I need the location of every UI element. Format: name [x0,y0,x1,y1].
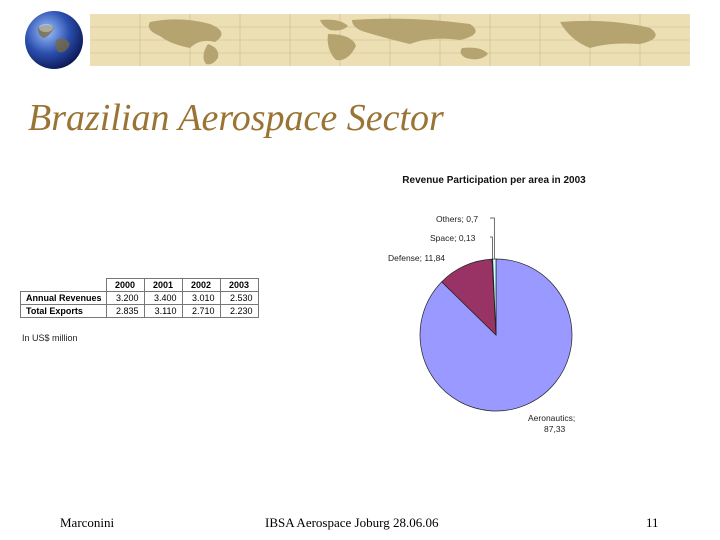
slice-label-others: Others; 0,7 [436,214,478,224]
leader-line-space [490,236,493,260]
table-row: Annual Revenues 3.200 3.400 3.010 2.530 [20,291,259,305]
pie-leader-lines [490,217,495,260]
table-cell: 3.200 [105,291,145,305]
pie-slices [419,258,573,412]
footer-author: Marconini [60,515,115,530]
year-header: 2003 [219,278,259,292]
table-cell: 2.230 [219,304,259,318]
table-row: Total Exports 2.835 3.110 2.710 2.230 [20,304,259,318]
world-map-graphic [90,14,690,66]
table-cell: 3.010 [181,291,221,305]
table-cell: 2.710 [181,304,221,318]
globe-logo [25,11,83,69]
leader-line-others [490,217,495,260]
year-header: 2002 [181,278,221,292]
page-number: 11 [646,515,659,530]
year-header: 2000 [105,278,145,292]
footer-event: IBSA Aerospace Joburg 28.06.06 [265,515,439,530]
table-corner-cell [21,279,107,292]
slice-label-space: Space; 0,13 [430,233,476,243]
table-cell: 3.110 [143,304,183,318]
slice-value-aeronautics: 87,33 [544,424,566,434]
row-label-total-exports: Total Exports [20,304,107,318]
unit-note: In US$ million [22,333,78,343]
pie-chart: Revenue Participation per area in 2003 O… [388,175,586,434]
world-map-banner [90,14,690,66]
year-header: 2001 [143,278,183,292]
slide-title: Brazilian Aerospace Sector [28,97,444,139]
table-cell: 3.400 [143,291,183,305]
slice-label-defense: Defense; 11,84 [388,253,445,263]
chart-title: Revenue Participation per area in 2003 [402,175,586,186]
revenue-table: 2000 2001 2002 2003 Annual Revenues 3.20… [20,278,259,318]
table-header-row: 2000 2001 2002 2003 [21,278,259,292]
row-label-annual-revenues: Annual Revenues [20,291,107,305]
table-cell: 2.835 [105,304,145,318]
table-cell: 2.530 [219,291,259,305]
slice-label-aeronautics: Aeronautics; [528,413,575,423]
